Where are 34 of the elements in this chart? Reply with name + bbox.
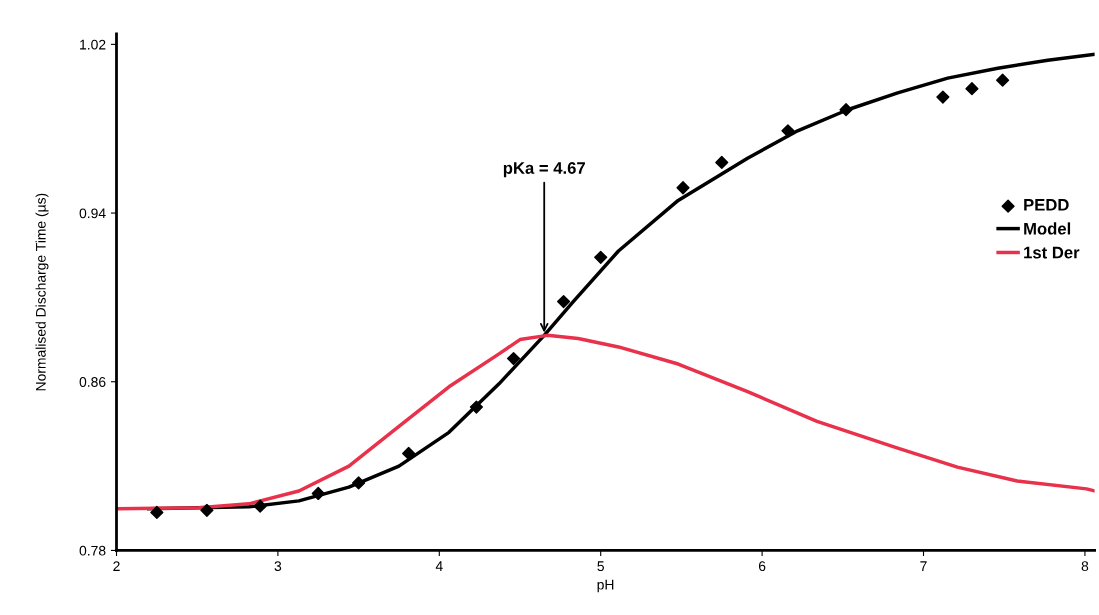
point <box>556 295 571 309</box>
x-tick-label: 3 <box>274 561 282 572</box>
point <box>996 73 1010 87</box>
point <box>965 82 979 96</box>
point <box>839 103 853 117</box>
y-tick-label: 0.78 <box>79 545 106 556</box>
point <box>715 155 729 170</box>
point <box>253 499 267 513</box>
point <box>200 503 214 517</box>
x-tick-label: 8 <box>1081 561 1089 572</box>
x-tick-label: 4 <box>435 561 443 571</box>
point <box>150 505 164 520</box>
point <box>936 90 950 104</box>
x-tick-label: 5 <box>597 561 604 572</box>
point <box>402 446 416 461</box>
point <box>469 400 484 414</box>
y-axis-title: Normalised Discharge Time (µs) <box>35 193 49 391</box>
legend-label: 1st Der <box>1024 246 1080 259</box>
x-tick-label: 2 <box>113 561 120 571</box>
y-tick-label: 0.86 <box>79 377 106 387</box>
x-axis-title: pH <box>597 579 614 593</box>
annotation: pKa = 4.67 <box>503 162 585 178</box>
point <box>594 250 608 264</box>
point <box>506 351 521 366</box>
point <box>676 181 690 195</box>
legend-label: Model <box>1024 222 1071 235</box>
y-tick-label: 1.02 <box>80 39 106 50</box>
x-tick-label: 7 <box>920 561 927 571</box>
point <box>311 486 325 501</box>
legend-label: PEDD <box>1024 199 1069 211</box>
point <box>352 476 366 490</box>
point <box>781 124 795 138</box>
y-tick-label: 0.94 <box>79 208 106 219</box>
x-tick-label: 6 <box>758 561 766 572</box>
